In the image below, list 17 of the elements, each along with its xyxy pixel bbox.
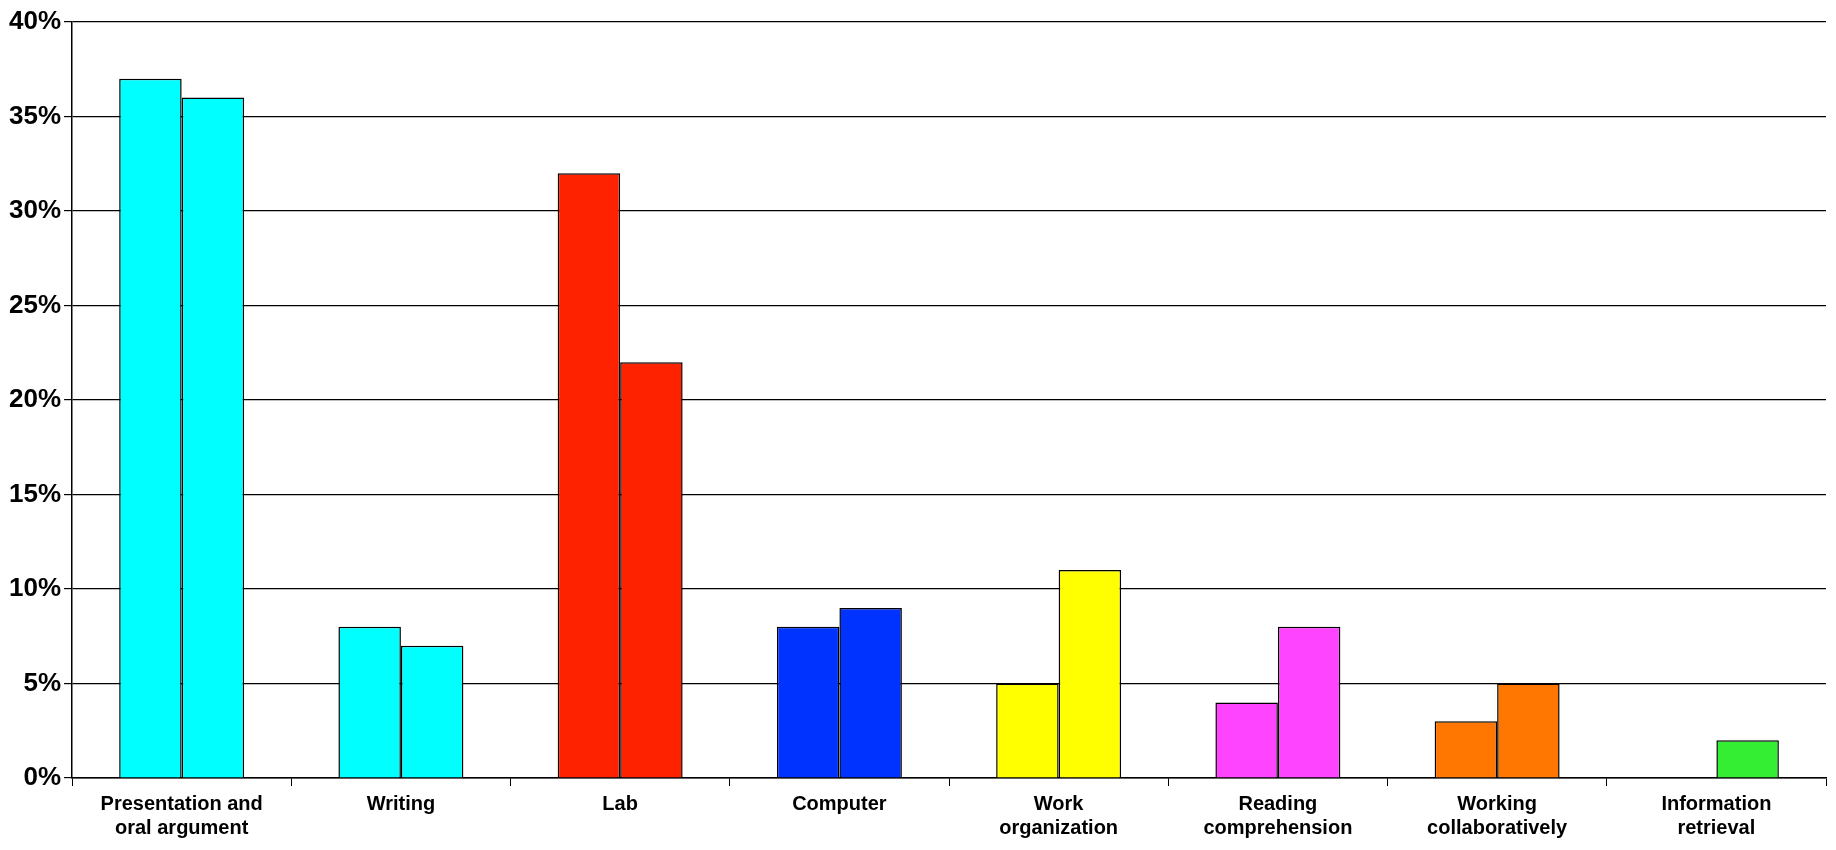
y-tick-label: 0% — [23, 761, 62, 792]
x-tick-label: Computer — [792, 791, 887, 814]
x-tick-label: Presentation and oral argument — [100, 791, 263, 838]
x-tick-label: Working collaboratively — [1427, 791, 1569, 838]
y-tick-label: 25% — [8, 288, 62, 319]
y-tick-label: 40% — [8, 5, 62, 36]
y-tick-label: 20% — [8, 383, 62, 414]
y-tick-label: 5% — [23, 666, 62, 697]
y-tick-label: 35% — [8, 99, 62, 130]
y-tick-label: 15% — [8, 477, 62, 508]
x-tick-label: Writing — [366, 791, 436, 814]
x-tick-label: Work organization — [999, 791, 1119, 838]
x-tick-label: Lab — [602, 791, 638, 814]
x-tick-label: Reading comprehension — [1203, 791, 1353, 838]
y-tick-label: 10% — [8, 572, 62, 603]
y-tick-label: 30% — [8, 194, 62, 225]
x-tick-label: Information retrieval — [1661, 791, 1772, 838]
